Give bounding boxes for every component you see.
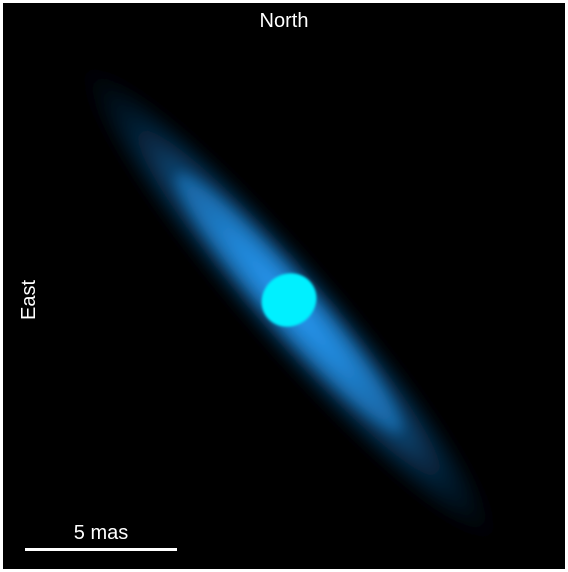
sky-image: North East 5 mas: [3, 3, 565, 569]
north-label: North: [259, 10, 309, 32]
bright-core: [261, 273, 317, 327]
disk-rendering: [25, 51, 509, 555]
scale-bar: [25, 548, 177, 551]
scale-bar-label: 5 mas: [73, 522, 129, 544]
east-label: East: [18, 279, 40, 321]
